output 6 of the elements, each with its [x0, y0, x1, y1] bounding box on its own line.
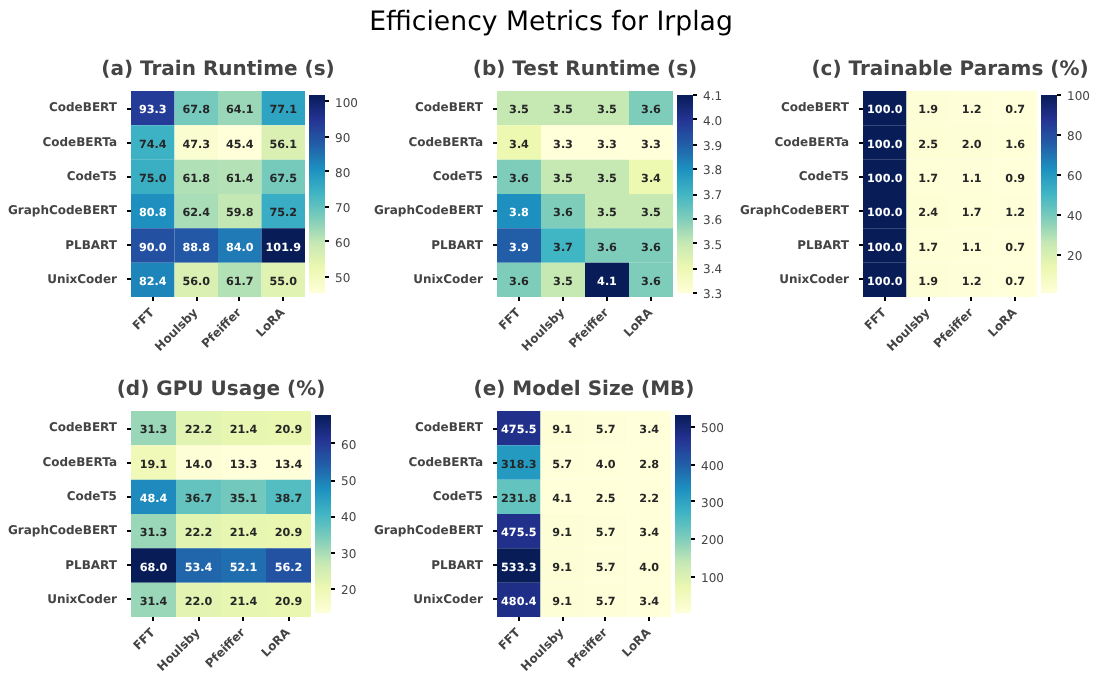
chart-title: (a) Train Runtime (s) [101, 59, 335, 81]
chart-title: (b) Test Runtime (s) [472, 59, 698, 81]
text: Efficiency Metrics for Irplag [369, 8, 733, 38]
chart-title: (e) Model Size (MB) [473, 379, 695, 401]
chart-title: (c) Trainable Params (%) [811, 59, 1089, 81]
chart-title: (d) GPU Usage (%) [116, 379, 326, 401]
